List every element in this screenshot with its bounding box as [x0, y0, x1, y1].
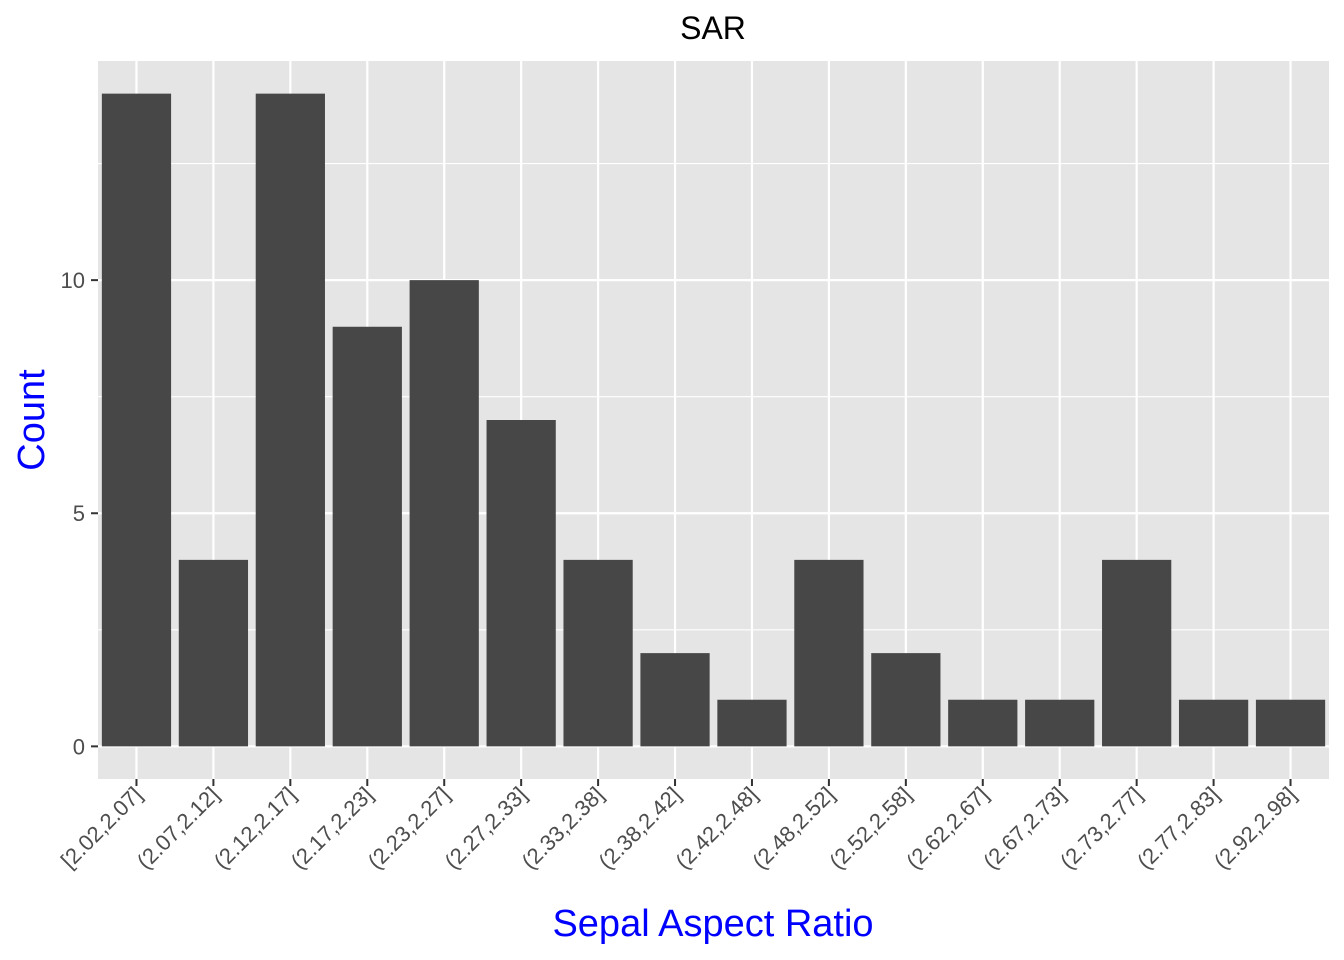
x-tick-label: (2.23,2.27]: [363, 782, 455, 874]
bar: [1025, 699, 1095, 747]
bar: [640, 653, 710, 747]
y-axis-title: Count: [11, 369, 53, 471]
x-tick-label: (2.77,2.83]: [1132, 782, 1224, 874]
bars: [101, 93, 1326, 747]
bar: [486, 420, 556, 747]
bar: [563, 559, 633, 747]
bar: [1102, 559, 1172, 747]
bar: [101, 93, 172, 747]
bar: [178, 559, 249, 747]
x-tick-label: (2.12,2.17]: [209, 782, 301, 874]
x-tick-label: (2.48,2.52]: [747, 782, 839, 874]
bar: [409, 280, 479, 747]
y-tick-label: 10: [61, 268, 85, 293]
bar: [1255, 699, 1326, 747]
chart-title: SAR: [680, 10, 746, 46]
x-tick-label: (2.92,2.98]: [1209, 782, 1301, 874]
x-tick-label: (2.62,2.67]: [901, 782, 993, 874]
bar: [948, 699, 1018, 747]
x-tick-label: [2.02,2.07]: [56, 782, 147, 873]
x-tick-label: (2.27,2.33]: [440, 782, 532, 874]
bar: [255, 93, 325, 747]
y-tick-label: 0: [73, 734, 85, 759]
bar: [717, 699, 787, 747]
y-tick-label: 5: [73, 501, 85, 526]
x-tick-label: (2.42,2.48]: [670, 782, 762, 874]
bar: [1178, 699, 1249, 747]
x-tick-label: (2.07,2.12]: [132, 782, 224, 874]
x-axis-title: Sepal Aspect Ratio: [552, 903, 873, 945]
x-tick-label: (2.38,2.42]: [594, 782, 686, 874]
bar: [332, 326, 402, 747]
x-tick-label: (2.33,2.38]: [517, 782, 609, 874]
bar: [794, 559, 864, 747]
bar: [871, 653, 941, 747]
x-tick-label: (2.52,2.58]: [824, 782, 916, 874]
x-tick-label: (2.17,2.23]: [286, 782, 378, 874]
x-tick-label: (2.73,2.77]: [1055, 782, 1147, 874]
x-tick-label: (2.67,2.73]: [978, 782, 1070, 874]
